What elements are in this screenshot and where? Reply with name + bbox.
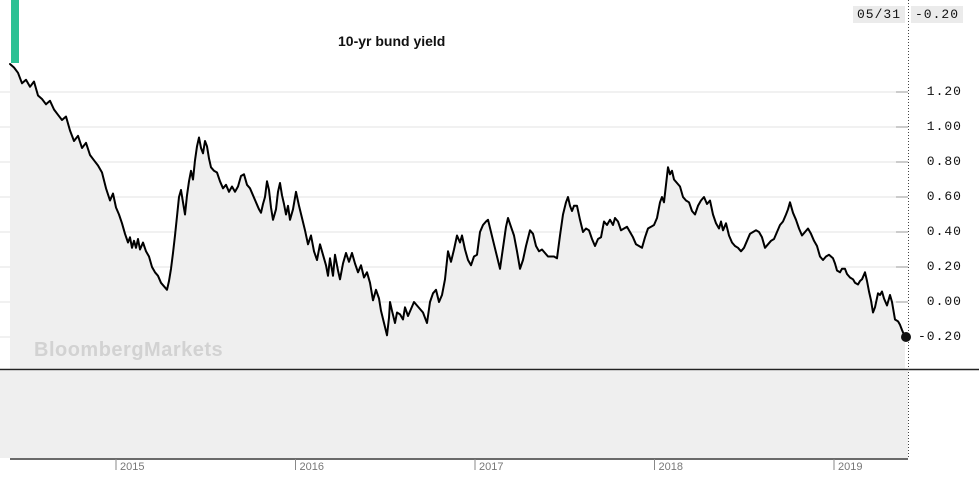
crosshair-date-label: 05/31 [852, 6, 905, 23]
y-axis-label: -0.20 [917, 329, 962, 344]
bloomberg-markets-watermark: BloombergMarkets [34, 339, 224, 361]
x-axis-label: 2015 [120, 461, 145, 473]
y-axis-label: 0.20 [926, 259, 962, 274]
x-axis-label: 2018 [658, 461, 683, 473]
y-axis-label: 0.40 [926, 224, 962, 239]
y-axis-label: 0.80 [926, 154, 962, 169]
x-axis-label: 2016 [299, 461, 324, 473]
y-axis-label: 1.00 [926, 119, 962, 134]
y-axis-label: 1.20 [926, 84, 962, 99]
last-value-label: -0.20 [911, 6, 964, 23]
x-axis-label: 2019 [838, 461, 863, 473]
x-axis-label: 2017 [479, 461, 504, 473]
y-axis-label: 0.00 [926, 294, 962, 309]
chart-title: 10-yr bund yield [338, 33, 446, 49]
y-axis-label: 0.60 [926, 189, 962, 204]
